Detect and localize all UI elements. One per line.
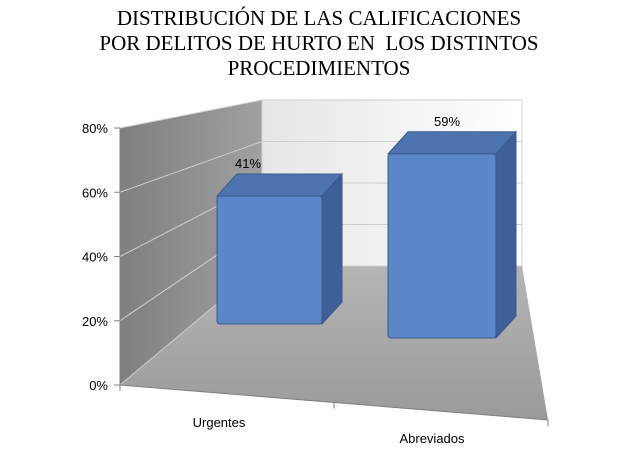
y-tick-label: 80% — [82, 121, 108, 136]
bar-side — [495, 130, 517, 340]
chart-title-line-2: POR DELITOS DE HURTO EN LOS DISTINTOS — [99, 31, 539, 55]
y-tick-label: 20% — [82, 314, 108, 329]
category-label: Abreviados — [399, 431, 465, 446]
data-label: 59% — [434, 114, 460, 129]
y-tick-label: 40% — [82, 250, 108, 265]
bar-front — [387, 153, 497, 339]
chart-title-line-3: PROCEDIMIENTOS — [227, 56, 411, 80]
y-tick-label: 60% — [82, 185, 108, 200]
gridline — [119, 99, 522, 129]
bar-side — [321, 172, 343, 326]
data-label: 41% — [235, 156, 261, 171]
category-label: Urgentes — [193, 415, 246, 430]
side-wall — [120, 100, 262, 385]
chart-title: DISTRIBUCIÓN DE LAS CALIFICACIONES POR D… — [0, 6, 638, 81]
bar-top — [215, 173, 344, 197]
bar-front — [216, 195, 323, 325]
chart-title-line-1: DISTRIBUCIÓN DE LAS CALIFICACIONES — [116, 6, 522, 30]
bar-top — [386, 131, 518, 155]
y-tick-label: 0% — [89, 378, 108, 393]
